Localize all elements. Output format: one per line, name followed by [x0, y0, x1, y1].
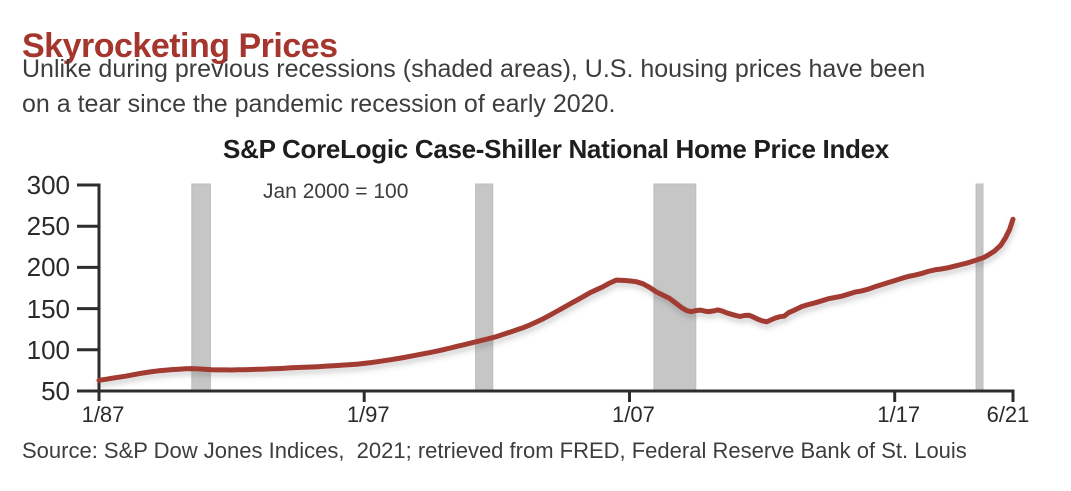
x-tick-label: 1/87 — [81, 402, 125, 427]
x-tick-label: 1/97 — [346, 402, 390, 427]
page-title: Skyrocketing Prices — [22, 26, 338, 65]
chart-axes — [77, 183, 1015, 402]
y-tick-label: 50 — [41, 376, 70, 406]
chart-index-note: Jan 2000 = 100 — [263, 180, 409, 203]
x-tick-label: 1/07 — [612, 402, 655, 427]
y-tick-label: 200 — [26, 252, 70, 283]
page-subtitle: Unlike during previous recessions (shade… — [22, 55, 926, 118]
recession-bands — [191, 183, 984, 392]
chart-title: S&P CoreLogic Case-Shiller National Home… — [223, 134, 889, 164]
recession-band — [475, 183, 494, 392]
y-tick-label: 300 — [26, 170, 70, 200]
x-tick-label: 1/17 — [877, 402, 921, 427]
y-tick-label: 150 — [26, 293, 70, 324]
source-credit: Source: S&P Dow Jones Indices, 2021; ret… — [22, 438, 967, 463]
y-tick-label: 100 — [26, 334, 70, 365]
home-price-index-line — [96, 216, 1016, 383]
price-line — [96, 216, 1016, 383]
recession-band — [191, 183, 211, 392]
y-tick-label: 250 — [26, 211, 70, 242]
recession-band — [653, 183, 697, 392]
x-tick-label: 6/21 — [986, 402, 1030, 427]
recession-band — [975, 183, 984, 392]
